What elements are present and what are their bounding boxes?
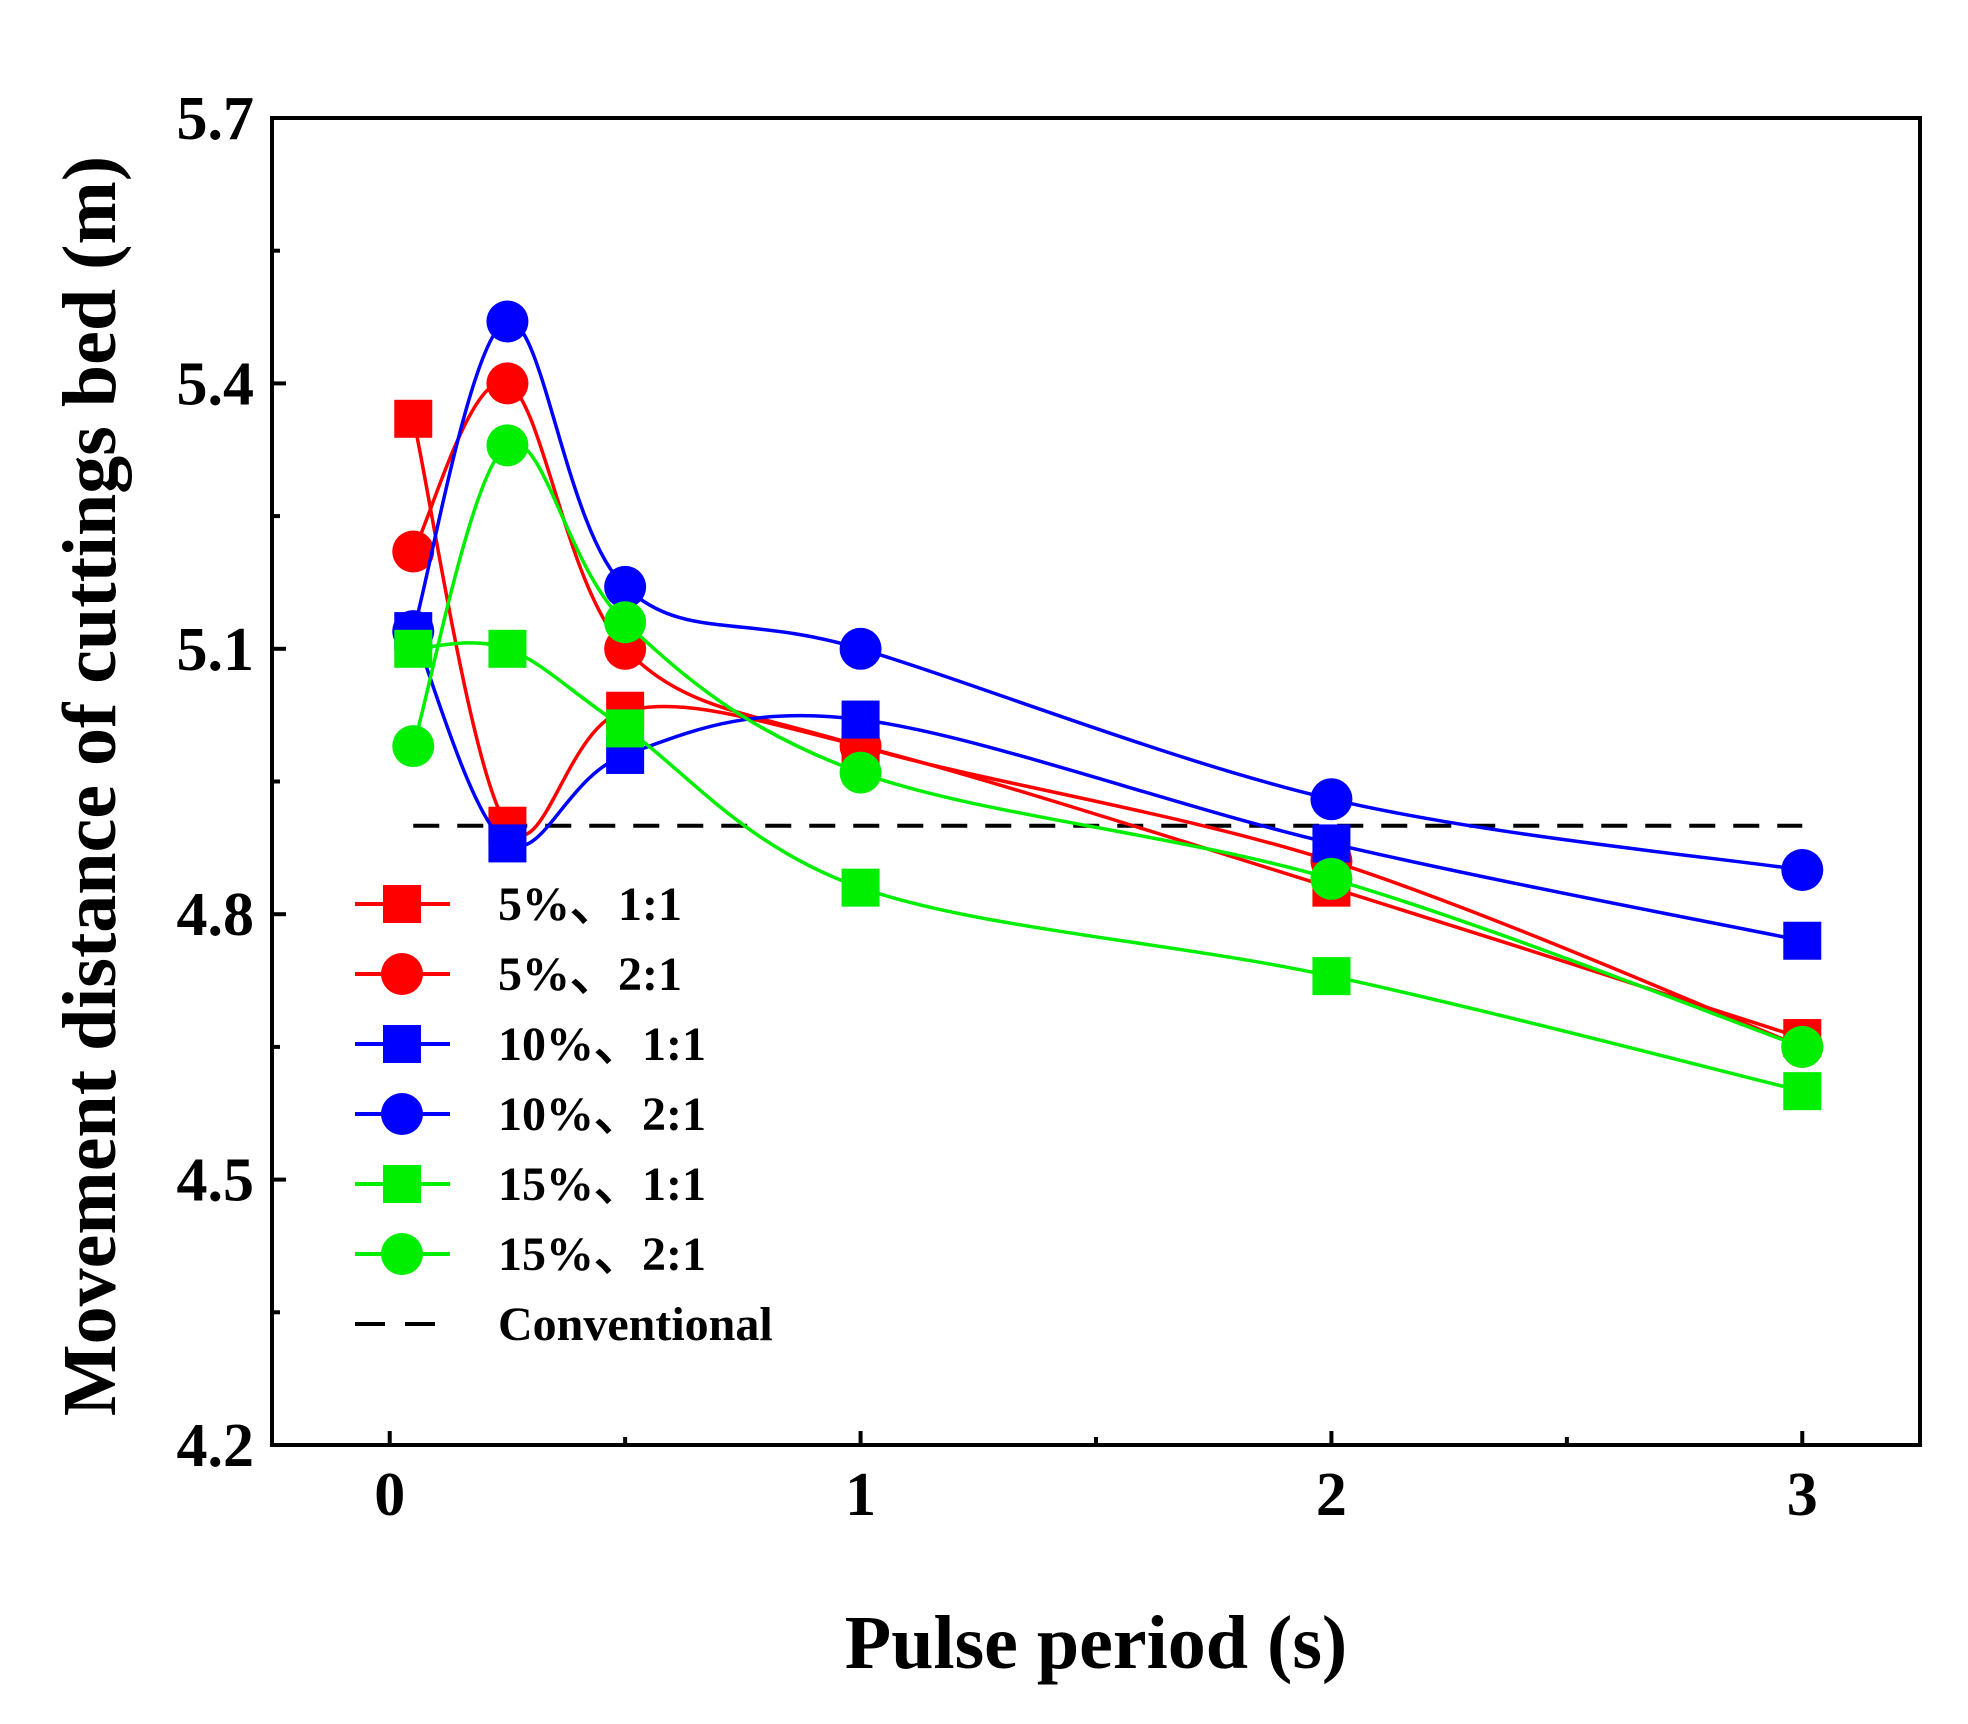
legend-marker: [383, 885, 421, 923]
legend-label: 5%、1:1: [498, 878, 682, 931]
series-layer: [392, 300, 1824, 1111]
series-3-point-2: [488, 824, 527, 863]
legend-item-conventional: Conventional: [355, 1298, 773, 1351]
legend-marker: [383, 1165, 421, 1203]
legend-label: 10%、1:1: [498, 1018, 706, 1071]
legend: 5%、1:1 5%、2:1 10%、1:1 10%、2:1 15%、1:1 15%、2:1…: [355, 878, 773, 1351]
legend-label: Conventional: [498, 1298, 773, 1351]
series-4-point-6: [1781, 848, 1824, 891]
series-5-point-4: [841, 868, 880, 907]
series-5-point-6: [1783, 1072, 1822, 1111]
y-tick-label: 4.8: [177, 881, 255, 949]
series-5-point-3: [606, 709, 645, 748]
x-tick-label: 1: [845, 1461, 876, 1529]
series-6-point-1: [392, 725, 435, 768]
legend-item-6: 15%、2:1: [355, 1228, 706, 1281]
x-tick-label: 0: [374, 1461, 405, 1529]
y-tick-label: 5.7: [177, 85, 255, 153]
legend-marker: [381, 1093, 423, 1135]
y-tick-label: 4.5: [177, 1147, 255, 1215]
legend-item-1: 5%、1:1: [355, 878, 682, 931]
y-tick-label: 5.4: [177, 350, 255, 418]
axes-layer: 0 1 2 3 4.2 4.5 4.8 5.1 5.4 5.7: [177, 85, 1922, 1529]
legend-label: 10%、2:1: [498, 1088, 706, 1141]
x-tick-label: 3: [1787, 1461, 1818, 1529]
legend-item-4: 10%、2:1: [355, 1088, 706, 1141]
series-4-point-4: [839, 627, 882, 670]
legend-item-5: 15%、1:1: [355, 1158, 706, 1211]
series-6-point-5: [1310, 857, 1353, 900]
series-2-point-2: [486, 362, 529, 405]
legend-marker: [383, 1025, 421, 1063]
series-6-point-4: [839, 751, 882, 794]
series-4-point-2: [486, 300, 529, 343]
series-5-point-1: [394, 629, 433, 668]
y-axis-title: Movement distance of cuttings bed (m): [48, 156, 132, 1416]
series-4-point-5: [1310, 778, 1353, 821]
series-5-point-5: [1312, 957, 1351, 996]
legend-item-3: 10%、1:1: [355, 1018, 706, 1071]
y-tick-label: 5.1: [177, 616, 255, 684]
legend-label: 5%、2:1: [498, 948, 682, 1001]
legend-marker: [381, 1233, 423, 1275]
x-tick-label: 2: [1316, 1461, 1347, 1529]
legend-marker: [381, 953, 423, 995]
series-6-point-3: [604, 601, 647, 644]
series-1-point-1: [394, 399, 433, 438]
x-axis-title: Pulse period (s): [845, 1601, 1347, 1685]
series-6-point-6: [1781, 1025, 1824, 1068]
series-3-point-4: [841, 700, 880, 739]
series-3-point-6: [1783, 921, 1822, 960]
series-2-point-1: [392, 530, 435, 573]
series-6: [392, 424, 1824, 1068]
legend-label: 15%、1:1: [498, 1158, 706, 1211]
series-5-point-2: [488, 629, 527, 668]
legend-item-2: 5%、2:1: [355, 948, 682, 1001]
y-tick-label: 4.2: [177, 1412, 255, 1480]
series-5: [394, 629, 1822, 1111]
series-4-point-3: [604, 565, 647, 608]
series-3-point-5: [1312, 824, 1351, 863]
series-6-point-2: [486, 424, 529, 467]
legend-label: 15%、2:1: [498, 1228, 706, 1281]
